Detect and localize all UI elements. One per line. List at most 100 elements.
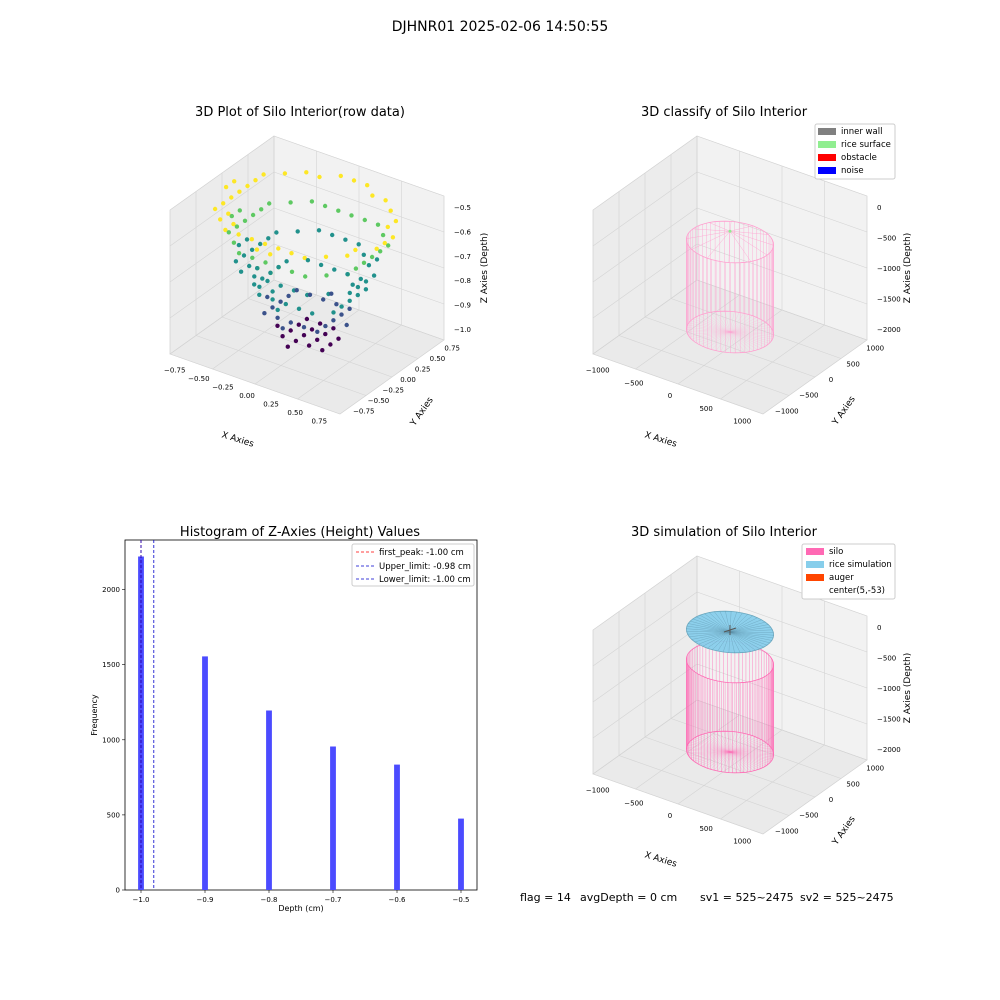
classify-x-tick-label: 0 — [668, 392, 672, 400]
raw-x-tick-label: −0.75 — [164, 367, 185, 375]
classify-z-tick-label: −1000 — [877, 265, 901, 273]
classify-grid-line — [696, 279, 868, 341]
raw-data-point — [323, 254, 329, 259]
raw-data-point — [218, 217, 223, 222]
raw-data-point — [323, 331, 328, 337]
histogram-title: Histogram of Z-Axies (Height) Values — [180, 525, 420, 540]
simulation-z-tick-label: −500 — [877, 654, 896, 662]
raw-data-point — [278, 299, 283, 304]
simulation-y-tick-label: 1000 — [866, 765, 884, 773]
raw-data-point — [223, 227, 228, 233]
classify-x-tick-label: −500 — [624, 379, 643, 387]
classify-silo-floor-spoke — [729, 331, 736, 353]
raw-data-point — [305, 258, 311, 263]
classify-silo-cone-line — [692, 228, 731, 232]
raw-data-point — [304, 316, 310, 322]
classify-silo-floor-spoke — [715, 331, 731, 351]
raw-data-point — [237, 208, 242, 213]
classify-z-tick-label: −2000 — [877, 326, 901, 334]
classify-silo-floor-spoke — [687, 331, 731, 335]
simulation-z-tick-label: 0 — [877, 624, 881, 632]
raw-grid-line — [169, 207, 275, 283]
legend-label-rice-simulation: rice simulation — [829, 560, 892, 570]
legend-swatch-inner-wall — [818, 128, 836, 135]
raw-data-point — [233, 259, 239, 264]
status-line: flag = 14 avgDepth = 0 cm sv1 = 525~2475… — [520, 891, 894, 904]
simulation-silo-floor-spoke — [729, 751, 774, 756]
simulation-grid-line — [644, 736, 816, 798]
raw-data-point — [249, 247, 255, 252]
raw-x-tick-label: −0.50 — [188, 375, 209, 383]
raw-data-point — [249, 237, 254, 242]
raw-grid-line — [169, 171, 275, 247]
classify-grid-line — [696, 171, 868, 233]
classify-silo-floor-spoke — [725, 331, 731, 353]
raw-data-point — [257, 292, 262, 297]
classify-silo-floor-spoke — [689, 331, 731, 337]
simulation-silo-floor-spoke — [729, 751, 741, 773]
classify-z-tick-label: −500 — [877, 234, 896, 242]
classify-silo-floor-spoke — [729, 319, 761, 333]
raw-data-point — [245, 183, 250, 189]
classify-silo-floor-spoke — [687, 324, 731, 333]
classify-silo-floor-spoke — [690, 320, 731, 333]
raw-data-point — [229, 213, 234, 219]
classify-rice-surface-point — [728, 229, 732, 233]
raw-data-point — [286, 293, 291, 299]
raw-data-point — [363, 287, 369, 292]
classify-silo-floor-spoke — [698, 315, 731, 333]
simulation-silo-floor-spoke — [728, 751, 731, 773]
histogram-y-tick-label: 2000 — [102, 586, 120, 594]
raw-data-point — [316, 228, 322, 233]
simulation-silo-floor-spoke — [693, 751, 731, 762]
histogram-x-tick-label: −0.5 — [453, 896, 470, 904]
simulation-grid-line — [592, 591, 698, 667]
classify-silo-floor-spoke — [729, 331, 741, 353]
simulation-grid-line — [592, 627, 698, 703]
raw-data-point — [258, 241, 263, 247]
simulation-silo-floor-spoke — [729, 741, 765, 753]
raw-data-point — [309, 327, 315, 332]
raw-data-point — [284, 259, 289, 264]
raw-data-point — [236, 242, 242, 248]
raw-data-point — [310, 311, 315, 316]
raw-data-point — [265, 278, 270, 284]
raw-data-point — [280, 334, 285, 339]
raw-data-point — [226, 211, 231, 216]
classify-silo-floor-spoke — [729, 322, 767, 333]
legend-swatch-auger — [806, 574, 824, 581]
raw-data-point — [254, 247, 260, 252]
simulation-silo-floor-spoke — [695, 751, 731, 763]
histogram-bar — [394, 764, 400, 890]
simulation-y-tick-label: 0 — [829, 796, 833, 804]
classify-silo-bottom-ring — [685, 310, 775, 354]
legend-label-silo: silo — [829, 547, 843, 557]
classify-silo-cone-line — [729, 231, 768, 256]
classify-silo-floor-spoke — [729, 331, 746, 353]
raw-data-point — [238, 269, 244, 274]
raw-y-tick-label: 0.00 — [400, 376, 416, 384]
simulation-z-tick-label: −1000 — [877, 685, 901, 693]
raw-data-point — [285, 344, 290, 349]
raw-data-point — [343, 237, 348, 242]
classify-silo-floor-spoke — [706, 313, 731, 333]
simulation-z-axis-label: Z Axies (Depth) — [903, 653, 913, 724]
raw-data-point — [221, 201, 226, 206]
simulation-silo-floor-spoke — [687, 745, 731, 753]
raw-data-point — [301, 333, 307, 338]
raw-data-point — [247, 263, 252, 269]
simulation-silo-floor-spoke — [694, 737, 731, 753]
legend-label-noise: noise — [841, 166, 864, 176]
simulation-silo-floor-spoke — [729, 739, 762, 753]
raw-data-point — [347, 290, 352, 296]
raw-data-point — [268, 270, 273, 275]
raw-data-point — [231, 240, 237, 245]
raw-data-point — [318, 262, 324, 268]
simulation-y-tick-label: −1000 — [775, 827, 799, 835]
status-flag: flag = 14 — [520, 891, 571, 904]
legend-label-auger: auger — [829, 573, 854, 583]
classify-silo-floor-spoke — [707, 331, 731, 349]
simulation-silo-floor-spoke — [729, 751, 774, 758]
raw-data-point — [349, 213, 354, 218]
raw-data-point — [309, 199, 315, 204]
